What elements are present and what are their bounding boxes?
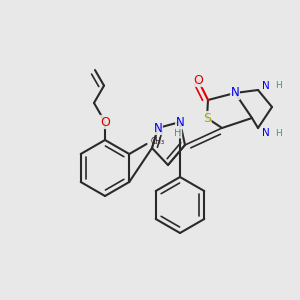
Text: H: H — [174, 128, 182, 138]
Text: H: H — [274, 128, 281, 137]
Text: H: H — [274, 82, 281, 91]
Text: CH₃: CH₃ — [151, 136, 165, 146]
Text: O: O — [193, 74, 203, 86]
Text: N: N — [262, 81, 270, 91]
Text: S: S — [203, 112, 211, 124]
Text: N: N — [176, 116, 184, 128]
Text: N: N — [154, 122, 162, 134]
Text: N: N — [231, 86, 239, 100]
Text: N: N — [262, 128, 270, 138]
Text: O: O — [100, 116, 110, 128]
